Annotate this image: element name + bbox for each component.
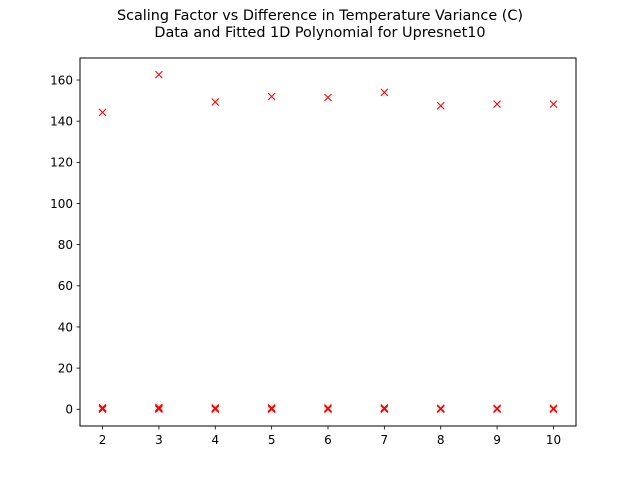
data-points xyxy=(98,70,558,414)
data-point-marker xyxy=(324,403,332,412)
data-point-marker xyxy=(155,70,163,79)
data-point-marker xyxy=(155,405,163,414)
data-point-marker xyxy=(211,404,220,413)
data-point-marker xyxy=(98,405,107,414)
data-point-marker xyxy=(380,404,389,413)
y-axis: 0 20 40 60 80 100 120 140 160 xyxy=(50,73,80,417)
chart-subtitle: Data and Fitted 1D Polynomial for Upresn… xyxy=(154,25,486,41)
data-point-marker xyxy=(267,404,276,413)
x-tick-label: 5 xyxy=(268,433,276,447)
y-tick-label: 80 xyxy=(58,238,73,252)
data-point-marker xyxy=(549,100,558,108)
data-point-marker xyxy=(549,404,558,413)
data-point-marker xyxy=(380,403,389,412)
y-tick-label: 100 xyxy=(50,197,73,211)
data-point-marker xyxy=(267,403,276,412)
y-tick-label: 0 xyxy=(65,403,73,417)
x-tick-label: 4 xyxy=(211,433,219,447)
y-tick-label: 60 xyxy=(58,279,73,293)
data-point-marker xyxy=(324,93,332,102)
x-tick-label: 3 xyxy=(155,433,163,447)
x-axis: 2 3 4 5 6 7 8 9 10 xyxy=(99,426,561,447)
x-tick-label: 10 xyxy=(546,433,561,447)
data-point-marker xyxy=(98,108,107,117)
data-point-marker xyxy=(380,88,389,97)
data-point-marker xyxy=(436,404,445,413)
data-point-marker xyxy=(211,98,220,106)
data-point-marker xyxy=(324,404,332,413)
x-tick-label: 2 xyxy=(99,433,107,447)
y-tick-label: 120 xyxy=(50,156,73,170)
y-tick-label: 160 xyxy=(50,73,73,87)
data-point-marker xyxy=(493,404,501,413)
chart-title: Scaling Factor vs Difference in Temperat… xyxy=(116,8,524,24)
y-tick-label: 140 xyxy=(50,114,73,128)
data-point-marker xyxy=(155,404,163,413)
data-point-marker xyxy=(155,403,163,412)
x-tick-label: 6 xyxy=(324,433,332,447)
x-tick-label: 8 xyxy=(437,433,445,447)
y-tick-label: 20 xyxy=(58,361,73,375)
data-point-marker xyxy=(98,404,107,413)
data-point-marker xyxy=(211,403,220,412)
data-point-marker xyxy=(493,100,501,108)
data-point-marker xyxy=(98,403,107,412)
data-point-marker xyxy=(436,101,445,110)
y-tick-label: 40 xyxy=(58,320,73,334)
x-tick-label: 7 xyxy=(381,433,389,447)
data-point-marker xyxy=(267,92,276,101)
x-tick-label: 9 xyxy=(493,433,501,447)
axes-frame xyxy=(79,57,577,427)
